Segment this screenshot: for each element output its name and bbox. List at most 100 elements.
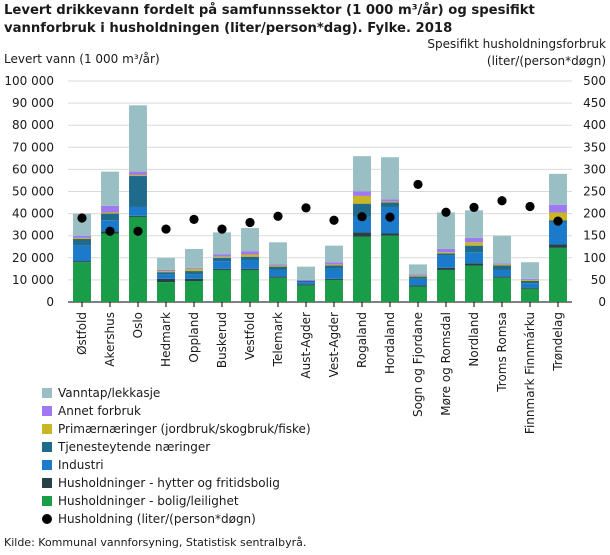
bar-segment [157,282,175,302]
bar-segment [73,235,91,238]
bar-segment [101,213,119,221]
bar-segment [297,284,315,286]
household-dot [189,214,199,224]
bar-segment [101,233,119,302]
bar-segment [353,232,371,237]
bar-segment [549,212,567,221]
legend-item: Husholdning (liter/(person*døgn) [42,510,311,528]
gridlines [68,80,572,303]
bar-segment [549,173,567,205]
bar-segment [325,279,343,302]
bar-segment [353,156,371,192]
legend-label: Husholdninger - hytter og fritidsbolig [58,476,280,490]
household-dot [441,207,451,217]
bar-segment [437,253,455,256]
bar-segment [185,278,203,282]
bar-segment [269,269,287,277]
bar-segment [437,212,455,249]
bar-segment [493,264,511,266]
bar-segment [493,276,511,278]
x-tick-label: Nordland [467,312,481,367]
bar-segment [101,212,119,214]
bar-segment [185,267,203,269]
bar-segment [241,260,259,269]
bar-area [73,105,567,302]
bar-segment [521,283,539,288]
source-note: Kilde: Kommunal vannforsyning, Statistis… [4,536,307,549]
household-dot [525,201,535,212]
x-tick-label: Vestfold [243,312,257,360]
bar-segment [297,282,315,285]
bar-segment [101,205,119,213]
bar-segment [493,265,511,270]
bar-segment [241,254,259,257]
bar-segment [521,278,539,280]
household-dot [105,226,115,236]
x-tick-label: Østfold [75,312,89,355]
legend-swatch [42,424,52,434]
bar-segment [521,262,539,279]
household-dot [245,217,255,228]
household-dot [413,179,423,190]
bar-segment [353,195,371,204]
household-dot [469,202,479,213]
bar-segment [381,199,399,202]
y-tick-label-right: 200 [583,207,606,221]
bar-segment [269,242,287,265]
bar-segment [185,268,203,272]
legend-label: Industri [58,458,104,472]
household-dot [553,216,563,226]
x-tick-label: Møre og Romsdal [439,312,453,416]
bar-segment [241,269,259,302]
chart-title: Levert drikkevann fordelt på samfunnssek… [4,3,535,36]
bar-segment [213,257,231,262]
y-tick-label-right: 100 [583,251,606,265]
bar-segment [73,261,91,263]
legend-label: Primærnæringer (jordbruk/skogbruk/fiske) [58,422,311,436]
bar-segment [157,257,175,270]
bar-segment [241,251,259,255]
bar-segment [409,275,427,277]
y-tick-label-right: 0 [598,295,606,309]
y-axis-label-right-line2: (liter/(person*døgn) [486,54,606,68]
bar-segment [157,274,175,279]
bar-segment [353,236,371,302]
legend-swatch [42,388,52,398]
y-tick-label-left: 100 000 [4,74,54,88]
bar-segment [381,202,399,207]
bar-segment [297,266,315,280]
bar-segment [437,267,455,270]
household-dot [357,212,367,222]
legend-swatch [42,496,52,506]
y-tick-label-left: 0 [46,295,54,309]
bar-segment [73,237,91,240]
bar-segment [269,277,287,302]
x-tick-label: Rogaland [355,312,369,368]
x-tick-label: Oslo [131,312,145,338]
household-dot [329,215,339,225]
bar-segment [269,264,287,266]
legend: Vanntap/lekkasje Annet forbruk Primærnærin… [42,384,311,528]
bar-segment [129,171,147,175]
bar-segment [73,213,91,236]
y-tick-label-left: 20 000 [12,251,54,265]
bar-segment [269,266,287,270]
y-tick-label-right: 250 [583,185,606,199]
bar-segment [185,271,203,275]
bar-segment [185,281,203,302]
bar-segment [465,252,483,264]
bar-segment [157,272,175,275]
legend-item: Annet forbruk [42,402,311,420]
bar-segment [241,256,259,261]
bar-segment [465,265,483,302]
y-tick-label-right: 500 [583,74,606,88]
y-tick-label-left: 40 000 [12,207,54,221]
legend-item: Primærnæringer (jordbruk/skogbruk/fiske) [42,420,311,438]
legend-item: Industri [42,456,311,474]
bar-segment [465,263,483,266]
x-tick-label: Sogn og Fjordane [411,312,425,417]
x-tick-label: Vest-Agder [327,312,341,378]
household-dot [497,196,507,206]
bar-segment [325,268,343,279]
